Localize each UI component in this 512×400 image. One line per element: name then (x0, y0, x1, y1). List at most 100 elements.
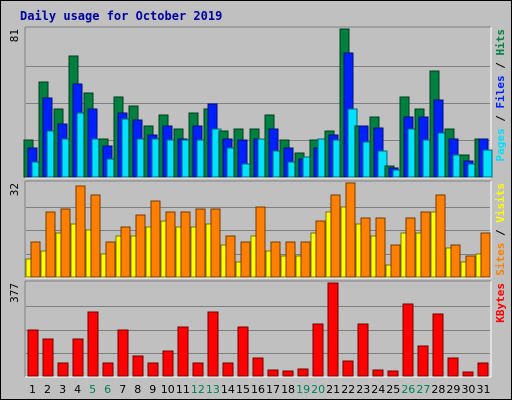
bar-kbytes-day-16 (252, 357, 264, 377)
x-tick-label-day-10: 10 (161, 383, 175, 396)
bar-kbytes-day-27 (417, 345, 429, 377)
bar-kbytes-day-8 (132, 355, 144, 377)
bar-sites-day-30 (465, 255, 476, 278)
x-tick-label-day-21: 21 (326, 383, 340, 396)
bar-sites-day-19 (300, 241, 311, 278)
bar-sites-day-29 (450, 244, 461, 278)
bar-kbytes-day-26 (402, 303, 414, 377)
x-tick-label-day-15: 15 (236, 383, 250, 396)
bar-sites-day-24 (375, 217, 386, 278)
bar-sites-day-16 (255, 206, 266, 278)
bar-kbytes-day-17 (267, 369, 279, 377)
x-tick-label-day-24: 24 (371, 383, 385, 396)
bar-kbytes-day-13 (207, 311, 219, 377)
bar-pages-day-24 (377, 150, 388, 178)
bar-sites-day-5 (90, 194, 101, 278)
bar-kbytes-day-15 (237, 326, 249, 377)
bar-kbytes-day-28 (432, 313, 444, 377)
panel-legend: Pages / Files / Hits (494, 29, 507, 162)
legend-label: Visits (494, 183, 507, 223)
bar-sites-day-2 (45, 211, 56, 278)
bar-kbytes-day-18 (282, 370, 294, 377)
panel-scale-label: 32 (8, 183, 21, 196)
panel-3: 377 KBytes (8, 280, 507, 378)
bar-sites-day-17 (270, 241, 281, 278)
bar-kbytes-day-21 (327, 282, 339, 377)
x-tick-label-day-1: 1 (29, 383, 36, 396)
bar-kbytes-day-30 (462, 371, 474, 377)
bar-sites-day-3 (60, 208, 71, 278)
bar-kbytes-day-5 (87, 311, 99, 377)
bar-kbytes-day-2 (42, 338, 54, 377)
bar-sites-day-12 (195, 208, 206, 278)
panel-1: 81 Pages / Files / Hits (8, 26, 507, 179)
bar-sites-day-8 (135, 214, 146, 278)
bar-sites-day-18 (285, 241, 296, 278)
x-tick-label-day-22: 22 (341, 383, 355, 396)
bar-sites-day-28 (435, 194, 446, 278)
x-tick-label-day-2: 2 (44, 383, 51, 396)
panel-scale-label: 377 (8, 283, 21, 303)
panel-legend: KBytes (494, 283, 507, 323)
bar-kbytes-day-7 (117, 329, 129, 377)
x-tick-label-day-13: 13 (206, 383, 220, 396)
bar-kbytes-day-25 (387, 370, 399, 377)
bar-sites-day-15 (240, 241, 251, 278)
bar-kbytes-day-14 (222, 362, 234, 377)
x-tick-label-day-20: 20 (311, 383, 325, 396)
bar-kbytes-day-11 (177, 326, 189, 377)
x-tick-label-day-6: 6 (104, 383, 111, 396)
bar-sites-day-27 (420, 211, 431, 278)
x-tick-label-day-4: 4 (74, 383, 81, 396)
bar-kbytes-day-3 (57, 362, 69, 377)
x-tick-label-day-28: 28 (431, 383, 445, 396)
bar-sites-day-31 (480, 232, 491, 278)
bar-kbytes-day-22 (342, 360, 354, 377)
legend-separator: / (494, 56, 507, 76)
x-tick-label-day-27: 27 (416, 383, 430, 396)
x-tick-label-day-26: 26 (401, 383, 415, 396)
bar-kbytes-day-19 (297, 368, 309, 377)
bar-kbytes-day-6 (102, 362, 114, 377)
bar-pages-day-31 (482, 149, 493, 178)
bar-sites-day-13 (210, 208, 221, 278)
x-axis-labels: 1 2 3 4 5 6 7 8 9 10 11 12 13 14 15 16 17 18 19 20 21 22 23 24 2… (29, 383, 490, 396)
bar-sites-day-14 (225, 235, 236, 278)
panel-scale-label: 81 (8, 29, 21, 42)
chart-title: Daily usage for October 2019 (20, 9, 222, 23)
panel-legend: Sites / Visits (494, 183, 507, 276)
bar-sites-day-26 (405, 217, 416, 278)
x-tick-label-day-7: 7 (119, 383, 126, 396)
bar-kbytes-day-23 (357, 323, 369, 377)
x-tick-label-day-9: 9 (149, 383, 156, 396)
legend-label: Pages (494, 128, 507, 161)
bar-sites-day-25 (390, 244, 401, 278)
x-tick-label-day-29: 29 (446, 383, 460, 396)
x-tick-label-day-14: 14 (221, 383, 235, 396)
bar-sites-day-9 (150, 200, 161, 278)
x-tick-label-day-16: 16 (251, 383, 265, 396)
bar-kbytes-day-29 (447, 357, 459, 377)
legend-separator: / (494, 109, 507, 129)
bar-sites-day-10 (165, 211, 176, 278)
bar-sites-day-6 (105, 241, 116, 278)
legend-label: Sites (494, 243, 507, 276)
bar-kbytes-day-31 (477, 362, 489, 377)
bar-sites-day-7 (120, 226, 131, 278)
legend-label: KBytes (494, 283, 507, 323)
x-tick-label-day-23: 23 (356, 383, 370, 396)
x-tick-label-day-8: 8 (134, 383, 141, 396)
x-tick-label-day-5: 5 (89, 383, 96, 396)
legend-label: Files (494, 75, 507, 108)
bar-kbytes-day-9 (147, 362, 159, 377)
x-tick-label-day-11: 11 (176, 383, 190, 396)
x-tick-label-day-19: 19 (296, 383, 310, 396)
x-tick-label-day-31: 31 (476, 383, 490, 396)
bar-sites-day-11 (180, 211, 191, 278)
x-tick-label-day-12: 12 (191, 383, 205, 396)
bar-sites-day-21 (330, 194, 341, 278)
x-tick-label-day-25: 25 (386, 383, 400, 396)
bar-kbytes-day-20 (312, 323, 324, 377)
